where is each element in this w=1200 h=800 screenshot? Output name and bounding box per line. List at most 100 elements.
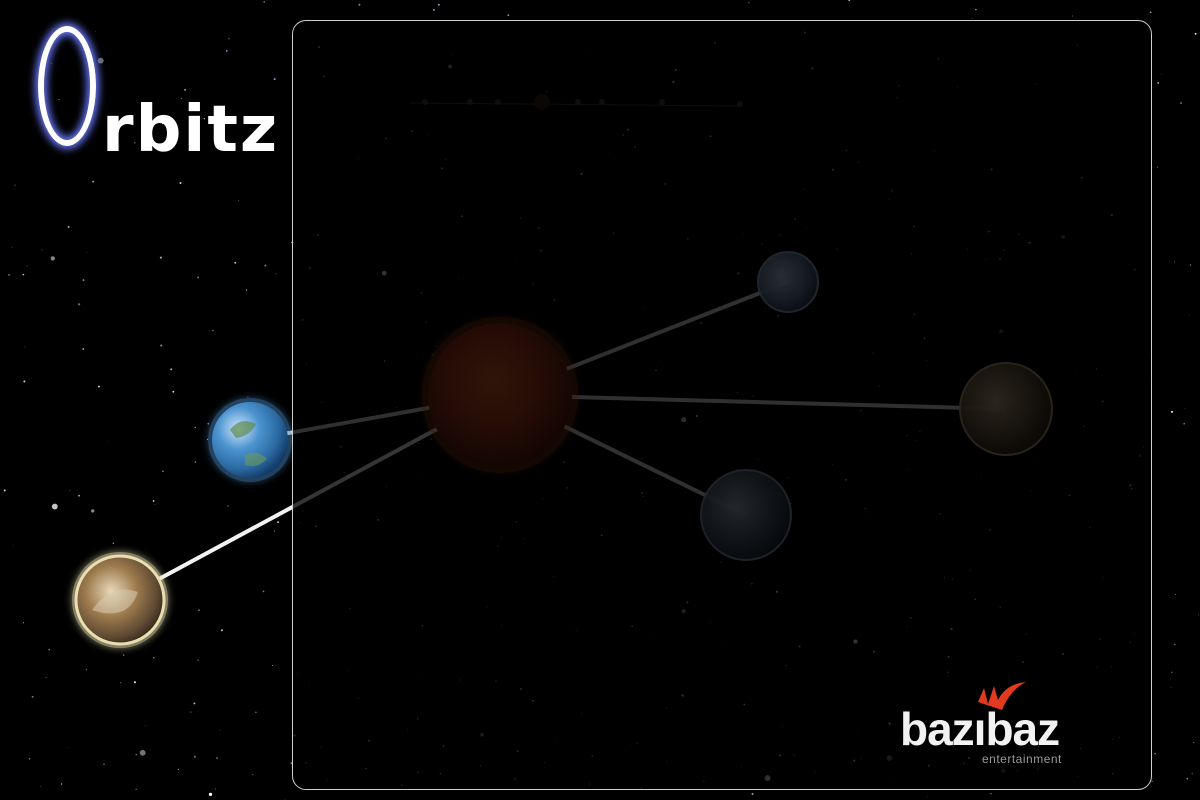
star: [1151, 780, 1153, 783]
star: [23, 622, 25, 624]
star: [45, 676, 47, 679]
star: [273, 78, 276, 81]
star: [184, 88, 187, 91]
star: [135, 788, 137, 790]
star: [95, 31, 97, 32]
star: [194, 461, 196, 463]
star: [11, 246, 13, 248]
star: [197, 276, 200, 279]
star: [120, 682, 122, 684]
star: [152, 500, 155, 502]
star: [437, 3, 440, 6]
star: [212, 329, 214, 332]
star: [91, 509, 95, 513]
overlay-panel: [292, 20, 1152, 790]
star: [290, 762, 293, 765]
star: [1171, 410, 1173, 413]
star: [162, 470, 164, 472]
star: [234, 261, 237, 264]
star: [40, 785, 42, 787]
star: [227, 505, 229, 507]
star: [51, 503, 58, 510]
star: [106, 441, 108, 442]
star: [159, 256, 162, 259]
star: [22, 273, 25, 276]
star: [975, 8, 977, 11]
star: [133, 681, 137, 684]
brand-mark-icon: [978, 682, 1026, 710]
star: [145, 724, 147, 726]
star: [432, 8, 435, 11]
star: [1194, 32, 1197, 35]
star: [275, 273, 277, 275]
star: [1191, 772, 1193, 775]
game-logo: rbitz: [30, 26, 280, 166]
star: [1184, 407, 1186, 409]
star: [50, 256, 55, 261]
star: [1161, 73, 1163, 75]
star: [216, 757, 219, 759]
star: [1193, 742, 1195, 743]
star: [48, 649, 50, 651]
star: [28, 758, 31, 760]
star: [61, 783, 63, 785]
star: [1183, 422, 1186, 425]
star: [238, 200, 239, 201]
star: [277, 521, 279, 523]
star: [990, 792, 992, 795]
star: [193, 755, 196, 758]
desert-planet[interactable]: [72, 552, 168, 648]
star: [207, 422, 210, 425]
star: [1180, 102, 1182, 105]
star: [82, 348, 84, 350]
star: [69, 490, 71, 492]
brand-logo: bazıbaz entertainment: [900, 680, 1080, 770]
star: [41, 249, 43, 251]
star: [123, 654, 125, 656]
star: [154, 503, 156, 505]
star: [161, 122, 164, 125]
star: [160, 344, 163, 347]
star: [193, 702, 196, 705]
star: [226, 50, 228, 52]
star: [135, 754, 137, 756]
star: [1186, 778, 1188, 780]
brand-subtitle: entertainment: [982, 752, 1062, 766]
star: [1154, 752, 1156, 755]
star: [97, 385, 100, 388]
star: [86, 252, 87, 253]
star: [92, 180, 95, 183]
star: [85, 669, 88, 671]
star: [78, 494, 81, 497]
star: [206, 438, 209, 440]
star: [215, 788, 217, 790]
star: [848, 0, 851, 2]
star: [12, 545, 14, 546]
star: [1170, 687, 1172, 689]
logo-text: rbitz: [102, 93, 280, 167]
star: [263, 0, 266, 3]
star: [67, 226, 70, 228]
star: [1071, 15, 1074, 17]
star: [272, 664, 274, 666]
star: [264, 264, 267, 267]
star: [67, 747, 69, 749]
star: [1189, 264, 1192, 266]
star: [82, 279, 85, 282]
star: [31, 695, 34, 698]
earth-planet[interactable]: [208, 398, 292, 482]
star: [1174, 261, 1176, 263]
star: [748, 2, 750, 4]
star: [112, 542, 114, 544]
star: [97, 57, 104, 64]
star: [228, 38, 230, 40]
star: [221, 143, 224, 145]
star: [247, 396, 249, 398]
star: [926, 796, 928, 798]
star: [26, 265, 28, 267]
logo-o-ring: [38, 26, 96, 146]
star: [219, 730, 221, 731]
brand-name: bazıbaz: [900, 703, 1060, 755]
star: [1171, 671, 1173, 673]
star: [197, 659, 199, 661]
